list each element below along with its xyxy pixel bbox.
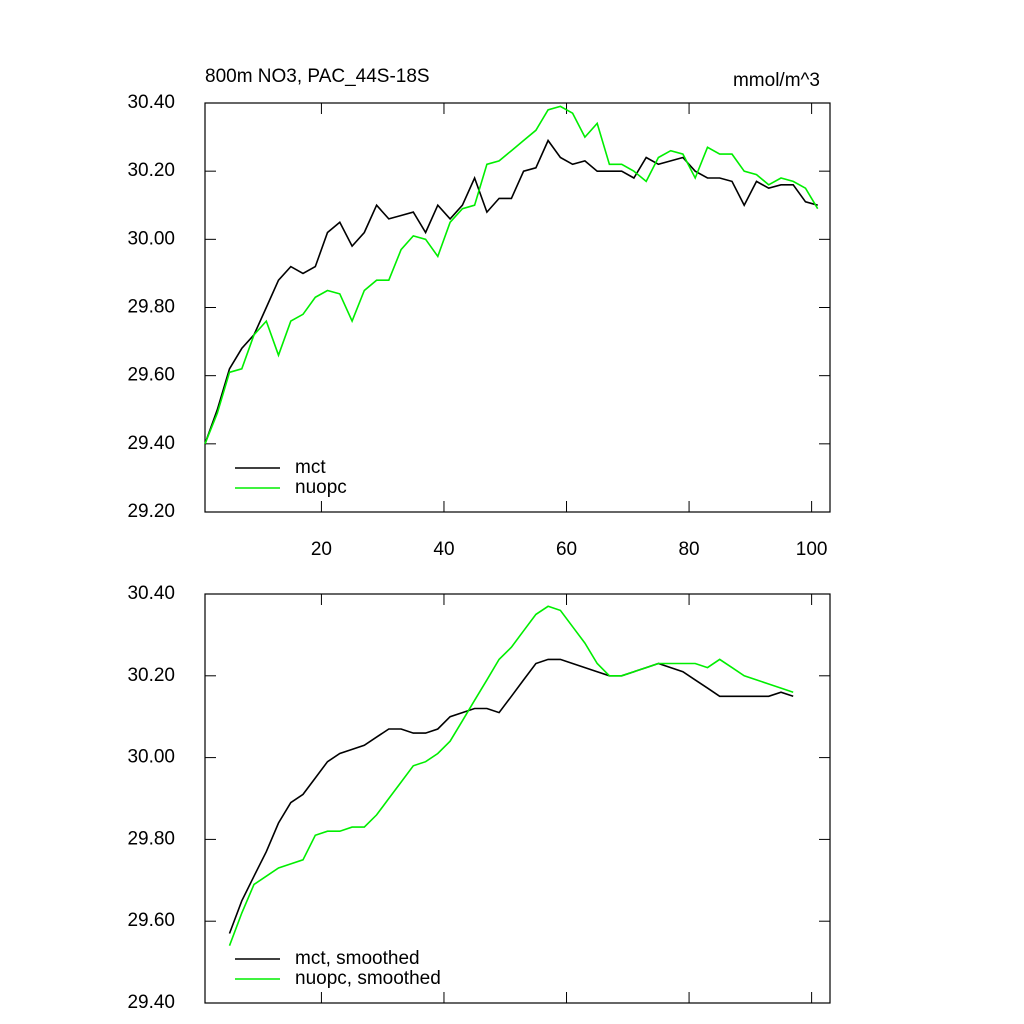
y-tick-label: 29.80 (127, 828, 175, 849)
x-tick-label: 100 (796, 539, 828, 560)
series-line (204, 138, 818, 445)
y-tick-label: 30.20 (127, 160, 175, 181)
y-tick-label: 29.60 (127, 365, 175, 386)
y-tick-label: 30.00 (127, 228, 175, 249)
legend-label: mct, smoothed (295, 948, 420, 969)
y-tick-label: 29.60 (127, 910, 175, 931)
legend-label: mct (295, 457, 326, 478)
series-line (228, 658, 794, 934)
y-tick-label: 30.40 (127, 583, 175, 604)
x-tick-label: 60 (556, 539, 577, 560)
units-label: mmol/m^3 (733, 70, 820, 91)
series-line (204, 105, 819, 445)
x-tick-label: 40 (433, 539, 454, 560)
plot-frame (204, 593, 831, 1004)
y-tick-label: 29.80 (127, 297, 175, 318)
plot-frame (204, 102, 831, 513)
legend-label: nuopc (295, 477, 347, 498)
y-tick-label: 29.20 (127, 501, 175, 522)
y-tick-label: 29.40 (127, 433, 175, 454)
y-tick-label: 29.40 (127, 992, 175, 1013)
y-tick-label: 30.00 (127, 747, 175, 768)
chart-title: 800m NO3, PAC_44S-18S (205, 66, 430, 87)
x-tick-label: 20 (311, 539, 332, 560)
legend-label: nuopc, smoothed (295, 968, 441, 989)
series-line (228, 605, 794, 946)
x-tick-label: 80 (678, 539, 699, 560)
y-tick-label: 30.20 (127, 665, 175, 686)
y-tick-label: 30.40 (127, 92, 175, 113)
